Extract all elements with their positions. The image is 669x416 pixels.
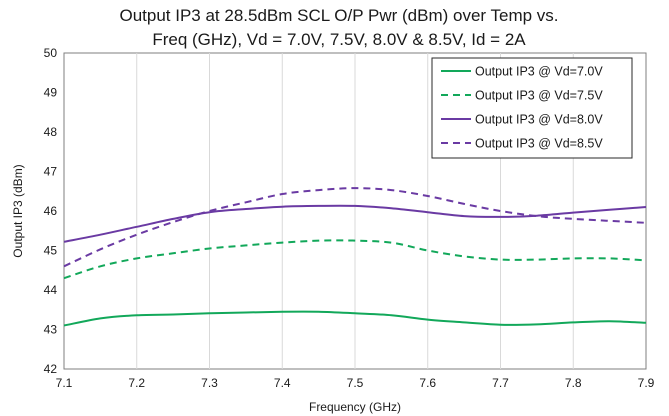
y-tick-label: 43 [44,323,58,337]
legend-label: Output IP3 @ Vd=8.5V [475,137,603,151]
chart-title-line-2: Freq (GHz), Vd = 7.0V, 7.5V, 8.0V & 8.5V… [152,30,526,49]
series-line-3 [63,204,647,243]
x-tick-label: 7.6 [419,376,436,390]
x-tick-label: 7.4 [274,376,291,390]
y-tick-label: 46 [44,204,58,218]
y-tick-label: 47 [44,165,58,179]
x-tick-label: 7.3 [201,376,218,390]
legend-label: Output IP3 @ Vd=7.0V [475,65,603,79]
series-line-2 [63,239,647,280]
x-tick-label: 7.8 [565,376,582,390]
y-tick-label: 45 [44,244,58,258]
chart-title-line-1: Output IP3 at 28.5dBm SCL O/P Pwr (dBm) … [119,6,558,25]
axis-ticks: 7.1 7.2 7.3 7.4 7.5 7.6 7.7 7.8 7.9 42 43 44 45 46 47 4… [44,46,655,390]
x-tick-label: 7.1 [56,376,73,390]
y-tick-label: 49 [44,86,58,100]
series-lines [63,187,647,327]
y-tick-label: 50 [44,46,58,60]
legend-items: Output IP3 @ Vd=7.0V Output IP3 @ Vd=7.5V… [441,65,603,151]
x-tick-label: 7.9 [638,376,655,390]
y-tick-label: 42 [44,362,58,376]
grid-lines [136,53,574,369]
x-tick-label: 7.7 [492,376,509,390]
series-line-1 [63,310,647,327]
series-line-4 [63,187,647,268]
legend-label: Output IP3 @ Vd=8.0V [475,113,603,127]
legend-box [431,57,633,159]
y-tick-label: 48 [44,125,58,139]
x-tick-label: 7.2 [128,376,145,390]
legend-label: Output IP3 @ Vd=7.5V [475,89,603,103]
legend: Output IP3 @ Vd=7.0V Output IP3 @ Vd=7.5V… [431,57,633,159]
x-axis-title: Frequency (GHz) [309,400,401,414]
x-tick-label: 7.5 [347,376,364,390]
y-tick-label: 44 [44,283,58,297]
y-axis-title: Output IP3 (dBm) [11,164,25,257]
